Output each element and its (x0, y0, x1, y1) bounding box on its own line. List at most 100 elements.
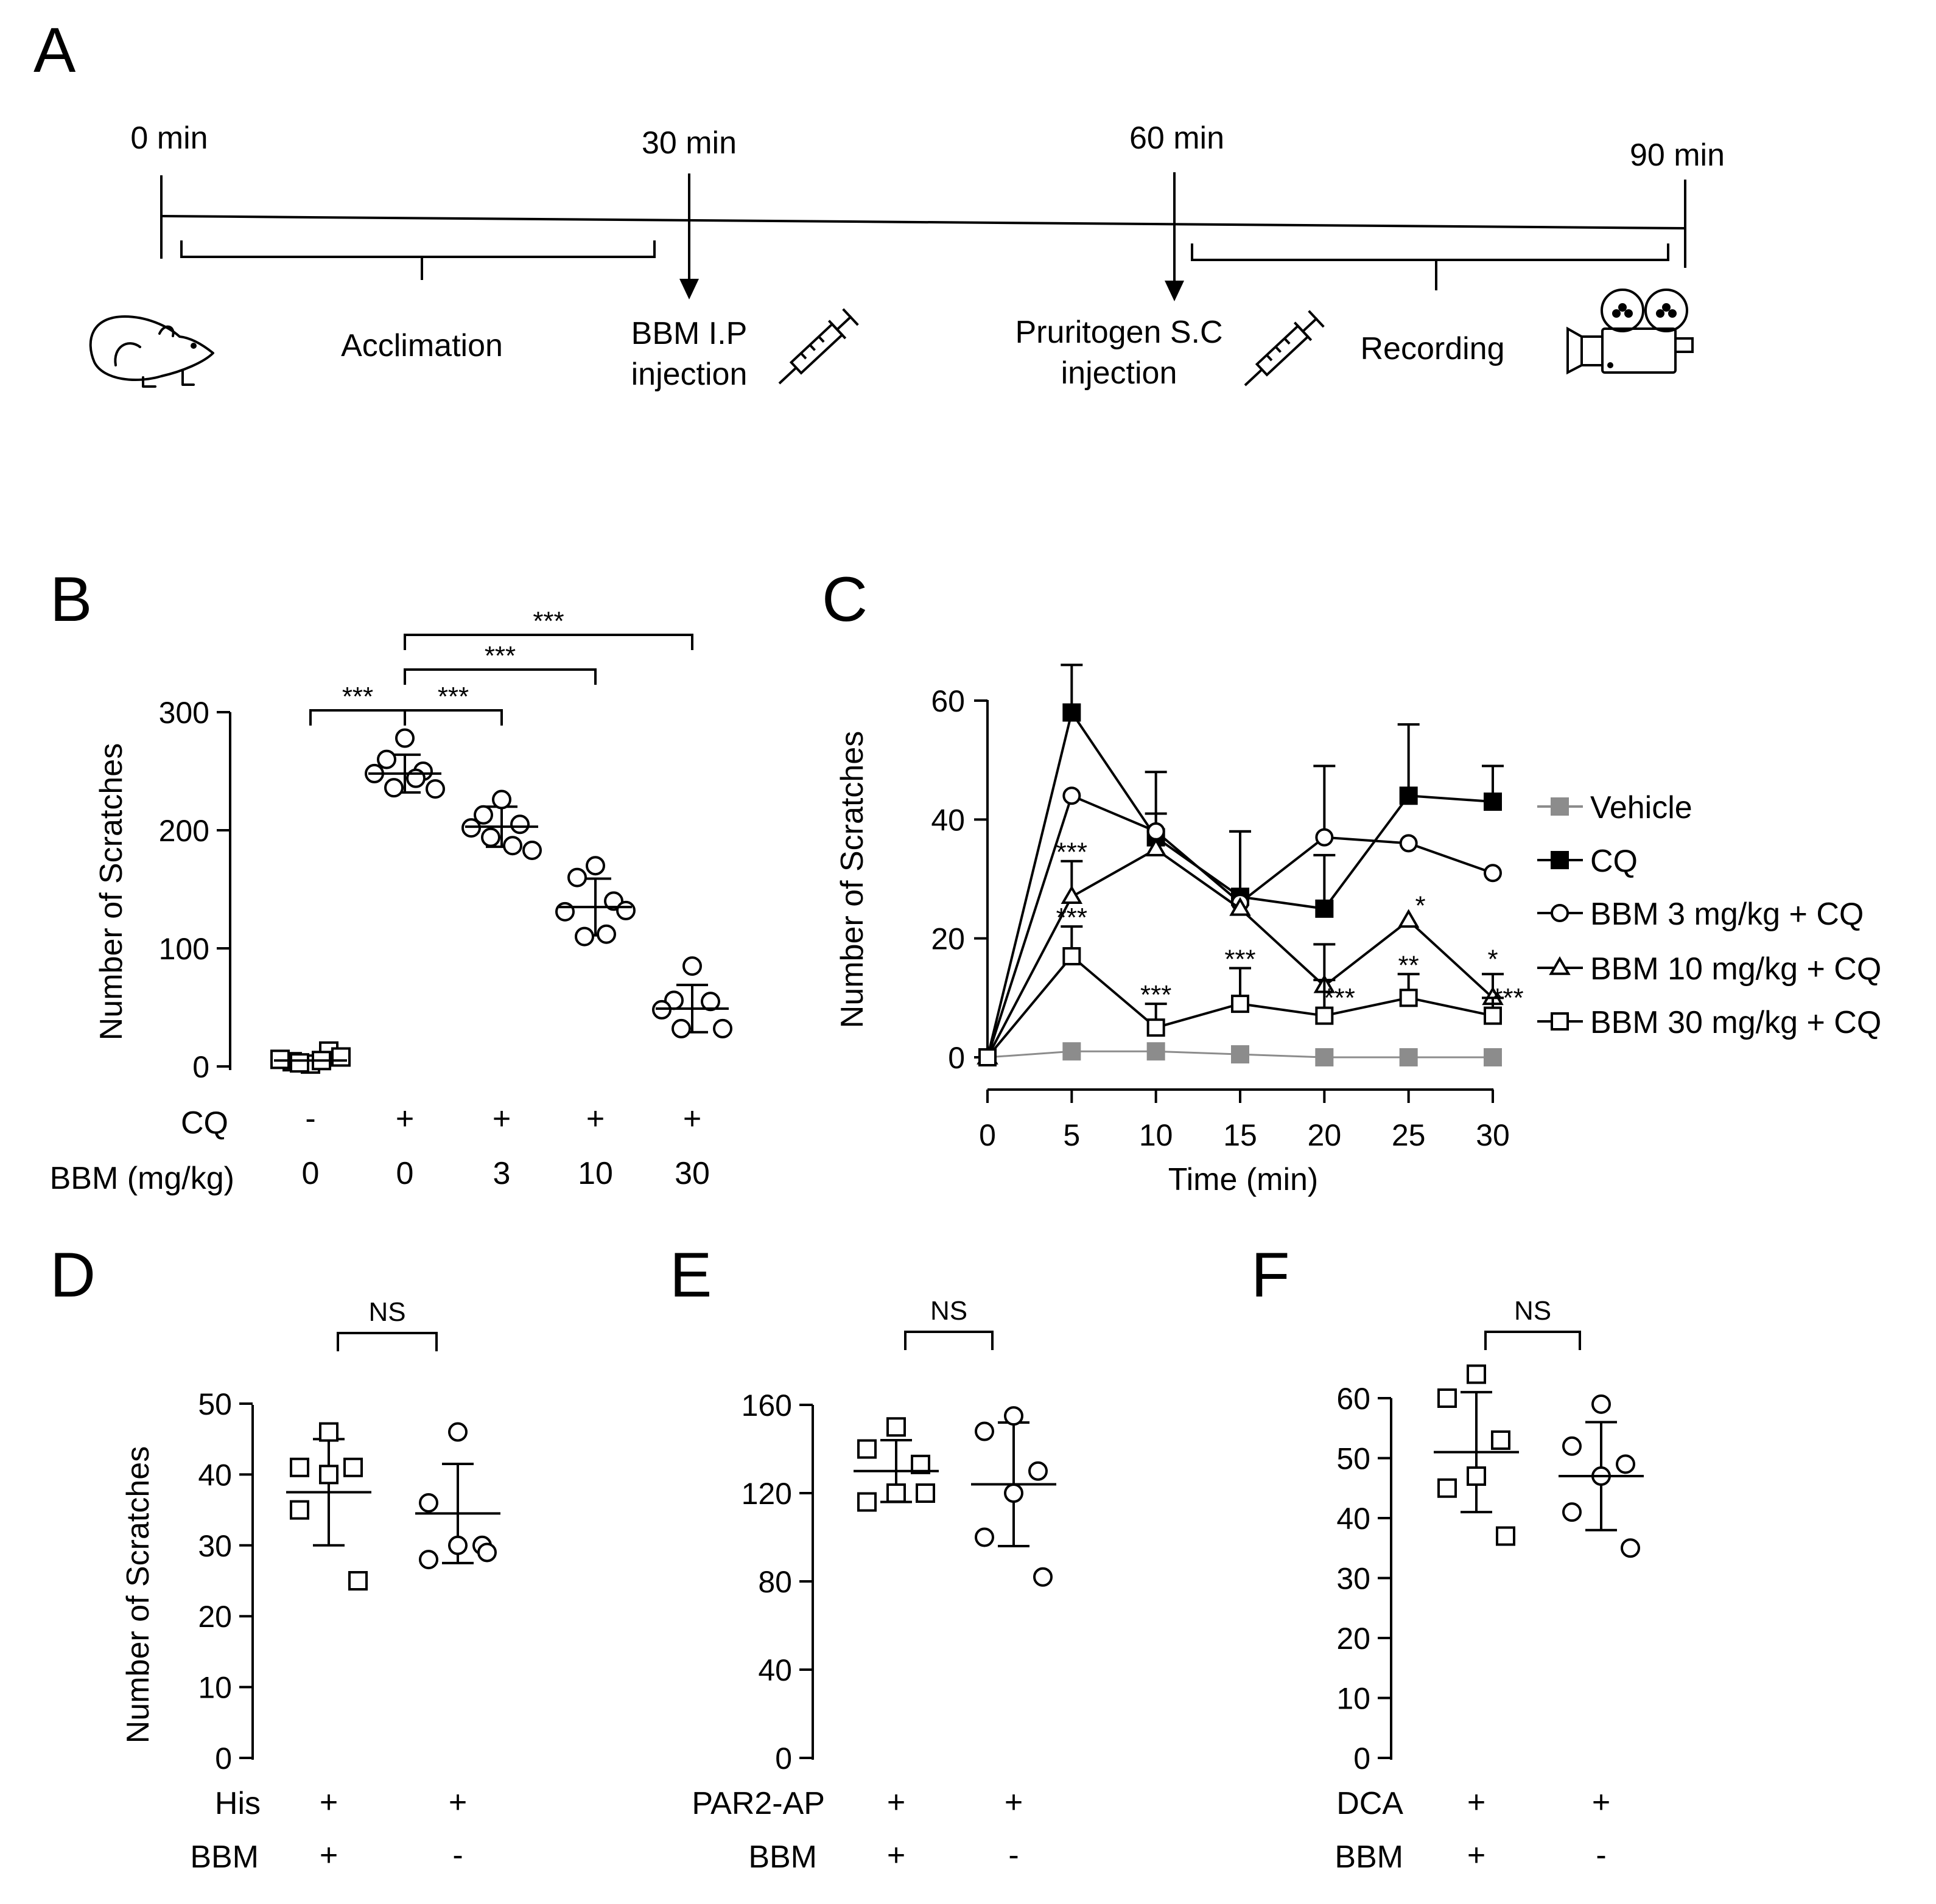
group-0 (854, 1417, 939, 1512)
group-1 (1559, 1394, 1644, 1558)
row-value: - (1596, 1838, 1606, 1873)
row-value: + (449, 1785, 467, 1820)
y-tick-label: 80 (758, 1565, 792, 1599)
y-tick-label: 0 (1353, 1741, 1370, 1776)
legend-marker (1551, 851, 1569, 869)
data-point (701, 992, 720, 1012)
row-value: - (452, 1838, 463, 1873)
data-point (975, 1527, 994, 1547)
syringe-icon (1244, 310, 1325, 387)
recording-label: Recording (1360, 331, 1504, 366)
data-point (331, 1047, 351, 1067)
significance-label: NS (1514, 1296, 1551, 1326)
significance-label: NS (930, 1296, 967, 1326)
data-point (1004, 1406, 1023, 1426)
panel-label-e: E (670, 1240, 712, 1311)
time-label-30: 30 min (642, 125, 737, 161)
data-point (713, 1018, 732, 1038)
row-label-his: His (215, 1786, 261, 1821)
data-point (1437, 1388, 1457, 1408)
y-tick-label: 50 (198, 1387, 232, 1421)
data-point (1231, 995, 1249, 1013)
row-value: + (1592, 1785, 1610, 1820)
data-point (1399, 786, 1418, 805)
significance-bracket (309, 709, 406, 726)
legend-item-2: BBM 3 mg/kg + CQ (1537, 897, 1864, 932)
data-point (616, 900, 636, 920)
legend-label: BBM 30 mg/kg + CQ (1590, 1005, 1881, 1040)
data-point (1146, 822, 1165, 841)
x-axis-label-c: Time (min) (1168, 1162, 1319, 1197)
legend-label: BBM 10 mg/kg + CQ (1590, 951, 1881, 987)
panel-label-c: C (822, 564, 868, 635)
y-tick-label: 100 (159, 932, 209, 966)
row-value: + (1005, 1785, 1023, 1820)
data-point (1562, 1502, 1582, 1522)
panel-f: F 0 10 20 30 40 50 60 NS DCA BBM + + + - (1251, 1240, 1644, 1875)
row-value: + (320, 1785, 338, 1820)
timeline-axis (161, 215, 1686, 229)
data-point (597, 924, 616, 944)
data-point (555, 901, 575, 922)
y-axis-label-c: Number of Scratches (835, 731, 870, 1028)
row-value: + (586, 1101, 605, 1136)
row-value: - (305, 1101, 315, 1136)
arrow-bbm (679, 173, 699, 299)
y-tick-label: 160 (742, 1388, 792, 1423)
legend-marker (1549, 956, 1571, 975)
data-point (1399, 989, 1418, 1007)
data-point (978, 1048, 997, 1066)
data-point (567, 867, 587, 887)
group-1 (971, 1406, 1056, 1587)
series-0 (978, 1042, 1502, 1066)
significance-label: *** (533, 606, 564, 636)
y-tick-label: 0 (192, 1050, 209, 1084)
row-value: + (1467, 1838, 1485, 1873)
data-point (1004, 1483, 1023, 1503)
data-point (575, 926, 594, 947)
panel-e: E 0 40 80 120 160 NS PAR2-AP BBM + + + - (670, 1240, 1056, 1875)
group-0 (286, 1422, 371, 1591)
data-point (886, 1483, 906, 1503)
data-point (1146, 1018, 1165, 1037)
data-point (1315, 899, 1334, 918)
y-tick-label: 60 (1336, 1382, 1370, 1416)
y-tick-label: 40 (198, 1458, 232, 1492)
data-point (1484, 864, 1502, 883)
data-point (426, 779, 445, 799)
data-point (916, 1483, 935, 1503)
data-point (481, 827, 500, 847)
row-label-bbm-e: BBM (748, 1839, 817, 1875)
y-tick-label: 40 (1336, 1502, 1370, 1536)
data-point (1145, 838, 1167, 856)
pruritogen-injection-label-1: Pruritogen S.C (1015, 315, 1222, 350)
panel-c: C 0 20 40 60 0 5 10 15 20 25 30 Number of Scratch… (822, 564, 1881, 1197)
group-1 (415, 1422, 500, 1570)
panel-a: A 0 min 30 min 60 min 90 min Acclimation… (33, 15, 1725, 392)
data-point (319, 1465, 338, 1485)
row-value: + (887, 1785, 905, 1820)
time-label-90: 90 min (1630, 138, 1725, 173)
panel-d: D 0 10 20 30 40 50 Number of Scratches NS His… (50, 1240, 500, 1875)
y-tick-label: 30 (1336, 1562, 1370, 1596)
bbm-injection-label-2: injection (631, 357, 748, 392)
row-label-bbm-f: BBM (1335, 1839, 1403, 1875)
y-axis-label-d: Number of Scratches (121, 1446, 156, 1743)
data-point (477, 1542, 497, 1563)
data-point (1062, 786, 1081, 805)
row-value: 0 (302, 1156, 320, 1191)
x-tick-label: 20 (1308, 1118, 1342, 1152)
legend-label: BBM 3 mg/kg + CQ (1590, 897, 1864, 932)
legend-item-0: Vehicle (1537, 790, 1692, 825)
x-tick-label: 0 (979, 1118, 996, 1152)
data-point (384, 778, 404, 798)
data-point (1467, 1466, 1486, 1486)
data-point (503, 836, 522, 856)
legend-label: Vehicle (1590, 790, 1692, 825)
data-point (1315, 828, 1334, 847)
significance-label: *** (1324, 983, 1355, 1013)
y-tick-label: 40 (931, 803, 965, 837)
data-point (857, 1492, 877, 1512)
y-axis-label-b: Number of Scratches (94, 743, 129, 1040)
